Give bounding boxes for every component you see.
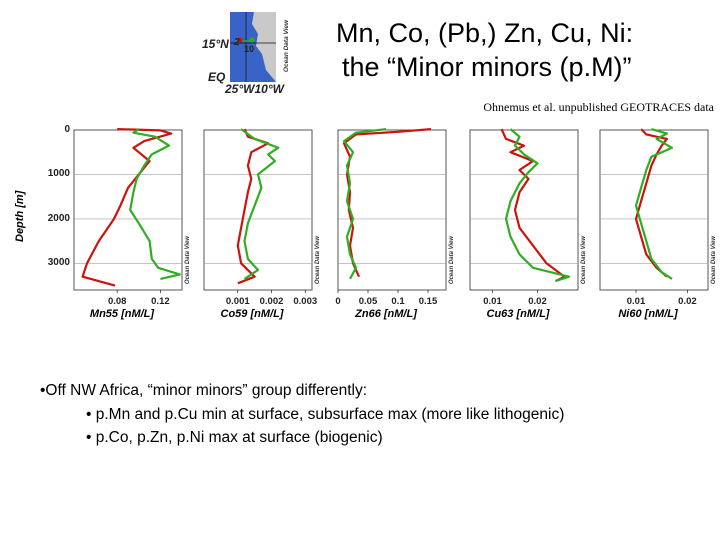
bullet-sub-1: • p.Mn and p.Cu min at surface, subsurfa…	[86, 406, 565, 423]
depth-tick-label: 1000	[47, 168, 70, 180]
map-eq: EQ	[208, 70, 226, 84]
profile-panel-co: 0.001 0.002 0.003 Co59 [nM/L] Ocean Data Vie…	[192, 118, 330, 328]
x-tick-label: 0.12	[151, 296, 170, 307]
plot-frame	[203, 129, 313, 291]
x-tick-label: 0.02	[528, 296, 547, 307]
series-line-green	[504, 128, 571, 283]
series-line-red	[634, 128, 669, 278]
series-line-green	[129, 128, 181, 280]
map-station-10: 10	[244, 44, 255, 54]
x-tick-label: 0.1	[391, 296, 405, 307]
profile-panel-zn: 0 0.05 0.1 0.15 Zn66 [nM/L] Ocean Data View	[326, 118, 464, 328]
series-line-red	[81, 128, 173, 287]
odv-watermark: Ocean Data View	[581, 236, 587, 284]
odv-watermark: Ocean Data View	[711, 236, 717, 284]
depth-tick-label: 2000	[47, 212, 70, 224]
x-axis-label: Ni60 [nM/L]	[618, 308, 678, 320]
x-tick-label: 0.02	[678, 296, 697, 307]
x-axis-label: Zn66 [nM/L]	[354, 308, 417, 320]
title-line-2: the “Minor minors (p.M)”	[342, 52, 632, 82]
x-tick-label: 0.08	[108, 296, 127, 307]
bullet-sub-2: • p.Co, p.Zn, p.Ni max at surface (bioge…	[86, 429, 383, 446]
depth-tick-label: 3000	[47, 257, 70, 269]
depth-axis-label: Depth [m]	[14, 190, 26, 242]
profile-panel-mn: 0.08 0.12 Mn55 [nM/L] Ocean Data View	[62, 118, 200, 328]
profile-chart-co: 0.001 0.002 0.003 Co59 [nM/L] Ocean Data Vie…	[203, 128, 321, 320]
x-axis-label: Cu63 [nM/L]	[487, 308, 550, 320]
x-axis-label: Co59 [nM/L]	[221, 308, 284, 320]
series-line-green	[240, 128, 280, 280]
odv-watermark: Ocean Data View	[315, 236, 321, 284]
x-tick-label: 0.01	[483, 296, 502, 307]
station-marker-green	[249, 37, 255, 43]
x-tick-label: 0.001	[226, 296, 250, 307]
x-tick-label: 0.002	[260, 296, 284, 307]
odv-watermark: Ocean Data View	[185, 236, 191, 284]
plot-frame	[73, 129, 183, 291]
x-tick-label: 0.003	[293, 296, 317, 307]
map-graphic: Ocean Data View	[230, 12, 290, 82]
map-lat-15n: 15°N	[202, 37, 229, 51]
station-marker-red	[237, 37, 243, 43]
map-station-2: 2	[234, 37, 240, 48]
profile-panel-ni: 0.01 0.02 Ni60 [nM/L] Ocean Data View	[588, 118, 720, 328]
profile-panel-cu: 0.01 0.02 Cu63 [nM/L] Ocean Data View	[458, 118, 596, 328]
map-watermark: Ocean Data View	[283, 19, 290, 72]
x-tick-label: 0	[335, 296, 340, 307]
series-line-green	[634, 128, 674, 280]
depth-tick-label: 0	[64, 124, 70, 135]
odv-watermark: Ocean Data View	[449, 236, 455, 284]
x-tick-label: 0.05	[359, 296, 378, 307]
x-tick-label: 0.15	[419, 296, 438, 307]
station-map: Ocean Data View 15°N 2 10 EQ 25°W10°W	[196, 10, 296, 96]
africa-land	[252, 12, 276, 82]
map-lon: 25°W10°W	[225, 82, 284, 96]
series-line-red	[342, 128, 432, 278]
title-line-1: Mn, Co, (Pb,) Zn, Cu, Ni:	[336, 18, 634, 48]
slide-title: Mn, Co, (Pb,) Zn, Cu, Ni: the “Minor min…	[336, 16, 716, 84]
data-credit: Ohnemus et al. unpublished GEOTRACES dat…	[483, 100, 714, 114]
series-line-green	[342, 128, 387, 280]
bullet-main: •Off NW Africa, “minor minors” group dif…	[40, 382, 368, 399]
x-axis-label: Mn55 [nM/L]	[90, 308, 154, 320]
series-line-red	[500, 128, 566, 283]
x-tick-label: 0.01	[627, 296, 646, 307]
